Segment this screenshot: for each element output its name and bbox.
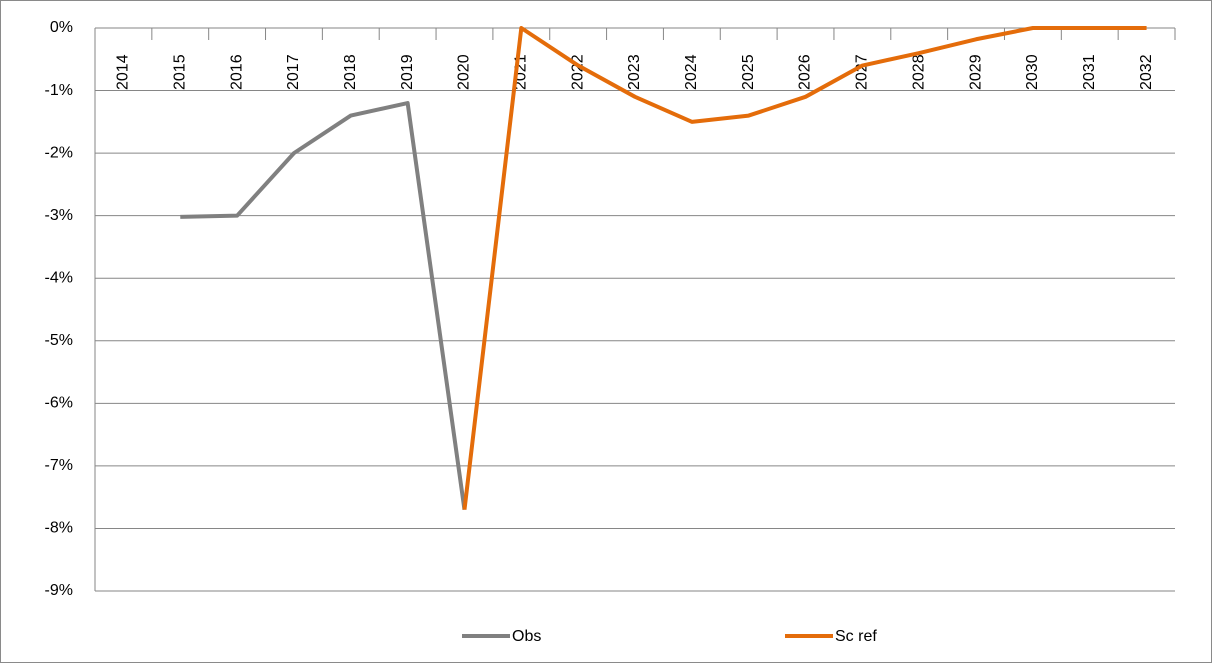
series-line [180,101,467,510]
y-tick-label: -7% [45,457,73,474]
x-tick-label: 2016 [228,54,245,90]
y-tick-label: -1% [45,82,73,99]
y-tick-label: -4% [45,269,73,286]
x-tick-label: 2029 [967,54,984,90]
x-tick-label: 2019 [399,54,416,90]
x-tick-label: 2017 [285,54,302,90]
x-tick-label: 2032 [1138,54,1155,90]
y-tick-label: -2% [45,144,73,161]
y-tick-label: 0% [50,19,73,36]
x-tick-label: 2020 [456,54,473,90]
y-tick-label: -3% [45,207,73,224]
x-tick-label: 2027 [854,54,871,90]
legend-label: Sc ref [835,628,877,645]
x-tick-label: 2023 [626,54,643,90]
x-tick-label: 2031 [1081,54,1098,90]
x-tick-label: 2025 [740,54,757,90]
x-tick-label: 2028 [910,54,927,90]
y-tick-label: -6% [45,395,73,412]
y-tick-label: -9% [45,582,73,599]
x-tick-label: 2018 [342,54,359,90]
y-tick-label: -8% [45,520,73,537]
x-tick-label: 2015 [171,54,188,90]
y-tick-label: -5% [45,332,73,349]
x-tick-label: 2030 [1024,54,1041,90]
legend-label: Obs [512,628,541,645]
x-tick-label: 2026 [797,54,814,90]
x-tick-label: 2014 [115,54,132,90]
x-tick-label: 2024 [683,54,700,90]
series-line [462,26,1147,510]
